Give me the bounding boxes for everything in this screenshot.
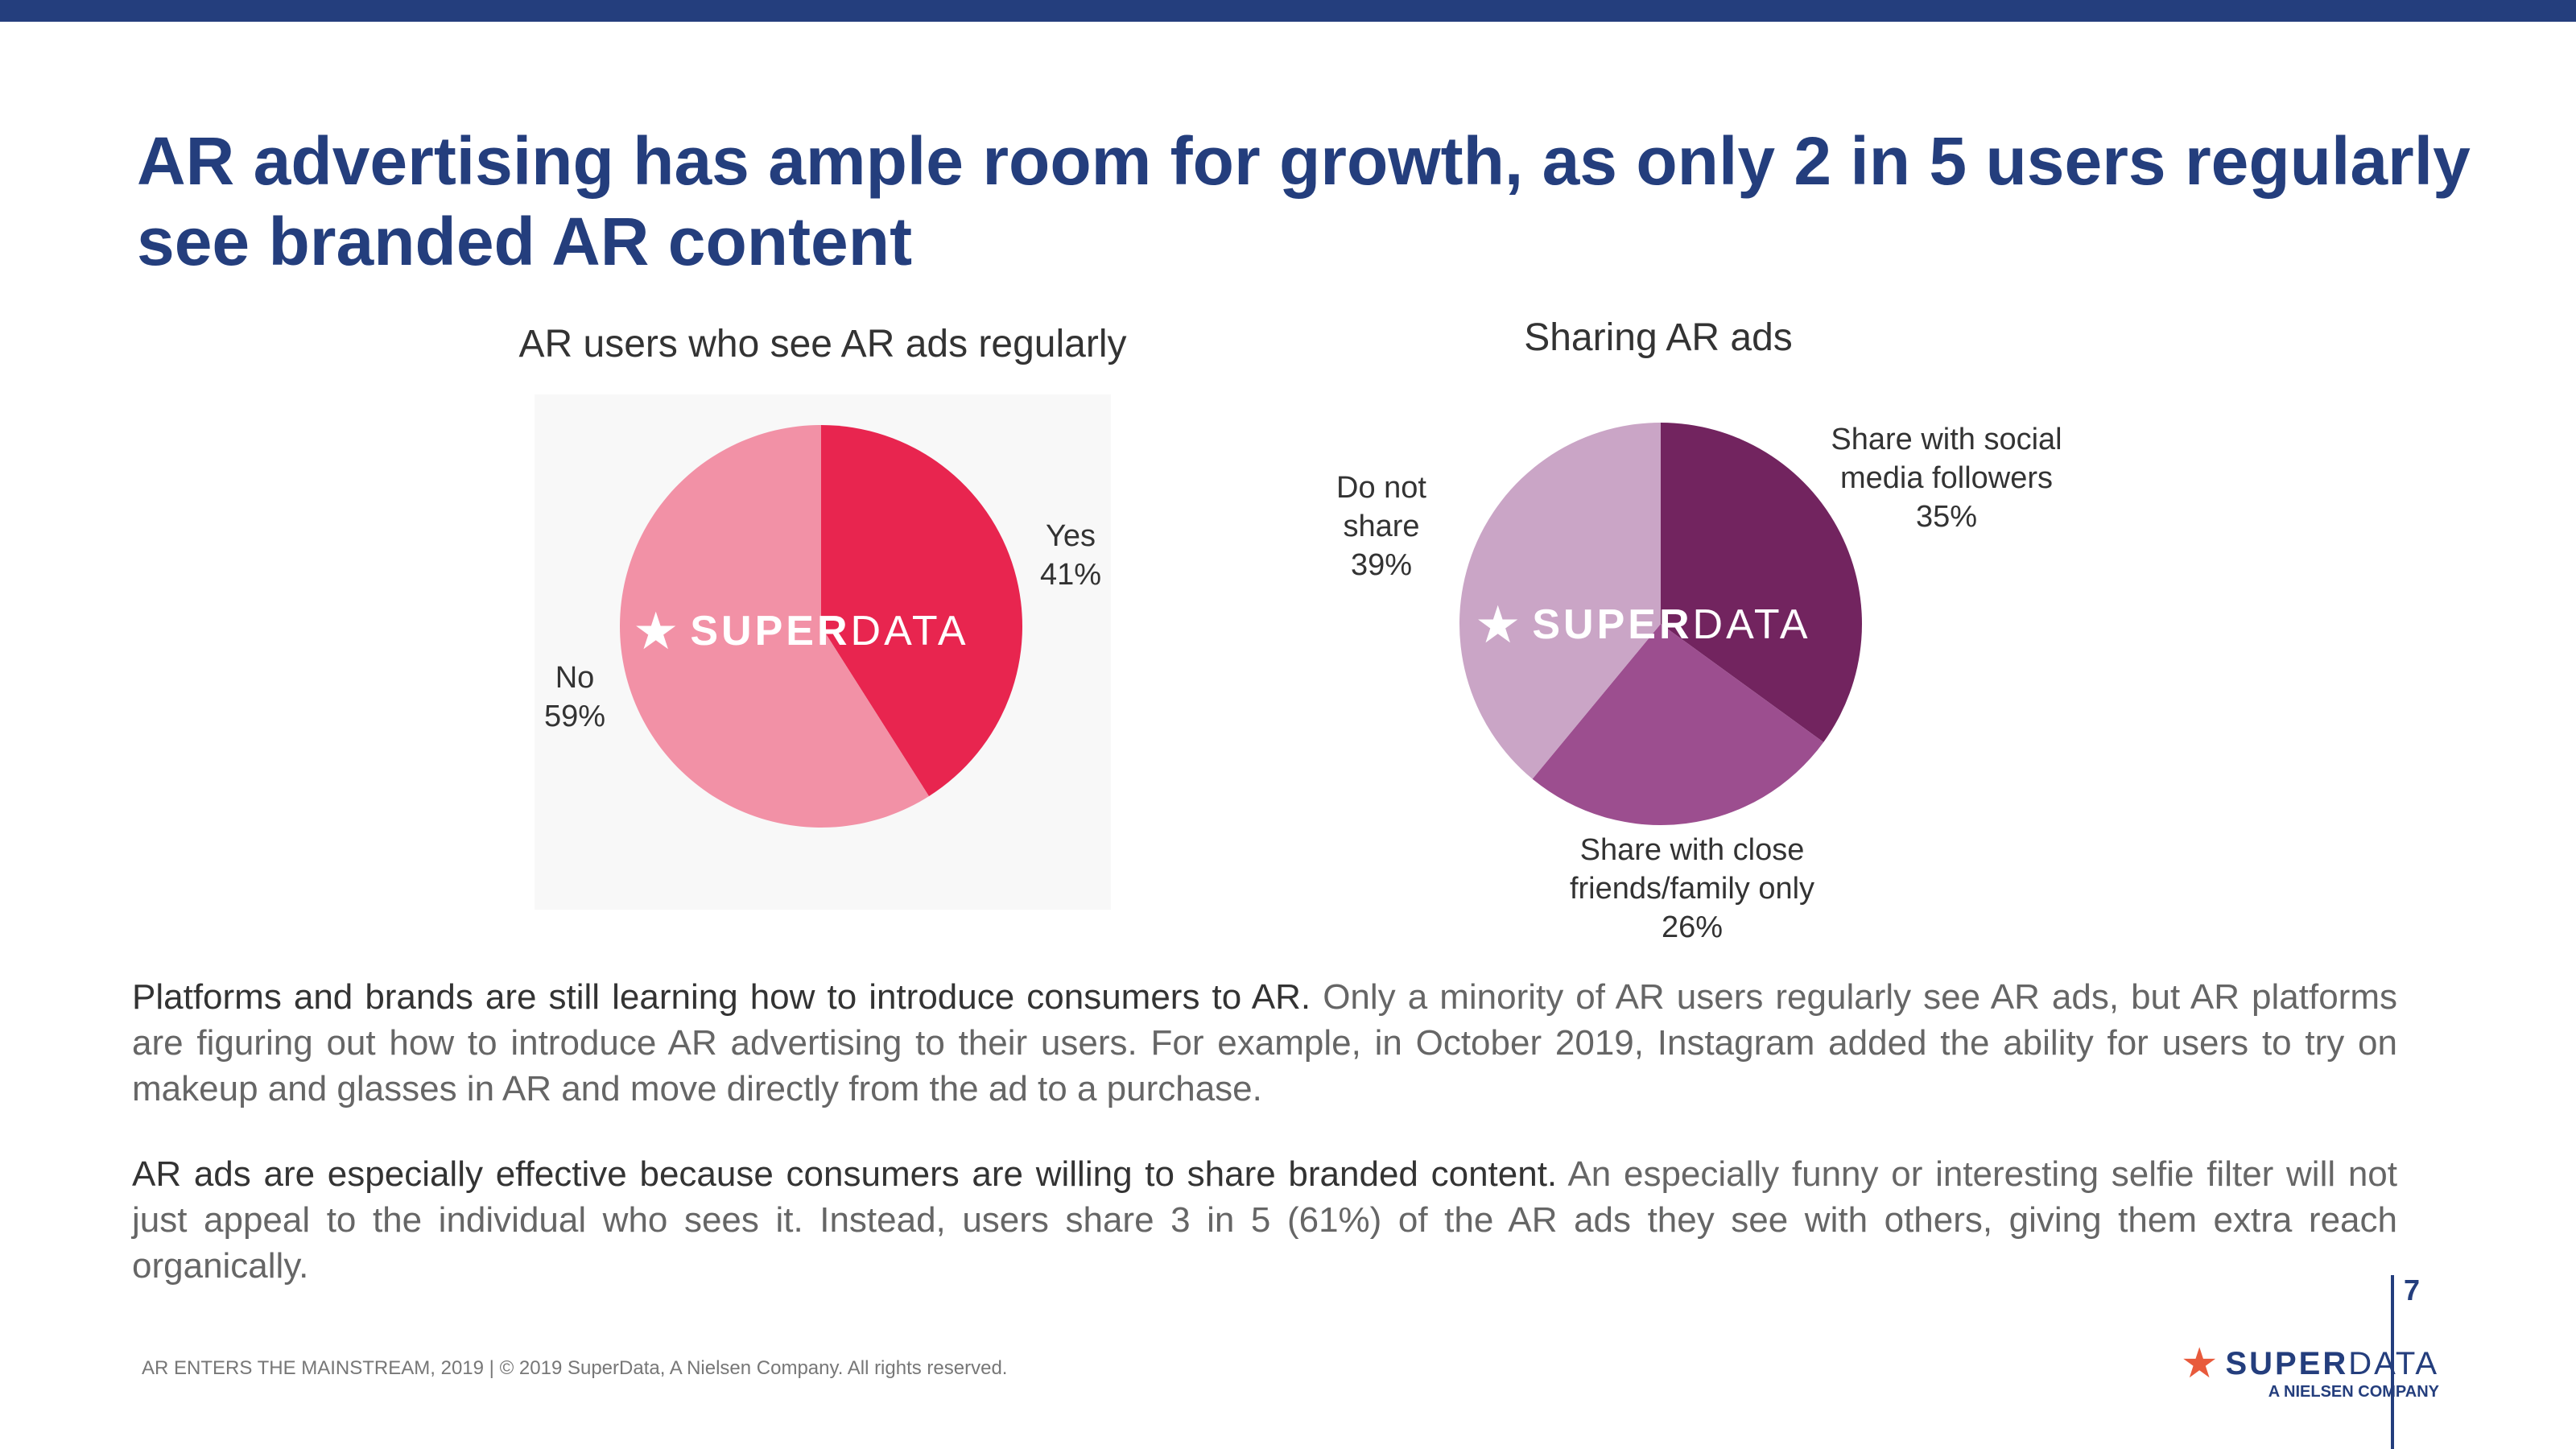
- label-value: 41%: [1039, 558, 1102, 592]
- chart2-watermark: ★ SUPERDATA: [1475, 599, 1811, 650]
- pie-slice-2-2: [1532, 624, 1824, 826]
- chart2-label-friends: Share with close friends/family only 26%: [1531, 831, 1853, 947]
- label-line: friends/family only: [1569, 872, 1815, 906]
- star-icon: ★: [2180, 1340, 2221, 1387]
- footer-copyright: AR ENTERS THE MAINSTREAM, 2019 | © 2019 …: [142, 1357, 1008, 1379]
- top-accent-bar: [0, 0, 2576, 22]
- paragraph-text: An especially funny or interesting selfi…: [132, 1154, 2398, 1286]
- chart1-label-no: No 59%: [510, 658, 639, 736]
- chart2-title: Sharing AR ads: [1524, 316, 1793, 359]
- pie-slice-2-1: [1661, 423, 1862, 742]
- label-value: 26%: [1661, 910, 1724, 944]
- logo-subtitle: A NIELSEN COMPANY: [2268, 1383, 2439, 1401]
- pie-slice-2-3: [1459, 423, 1661, 779]
- label-value: 35%: [1915, 500, 1978, 534]
- watermark-word-light: DATA: [850, 608, 969, 654]
- label-line: media followers: [1840, 461, 2053, 495]
- footer-divider: [2391, 1275, 2394, 1449]
- chart1-title: AR users who see AR ads regularly: [518, 323, 1127, 365]
- label-value: 59%: [543, 700, 606, 733]
- logo-word-light: DATA: [2348, 1345, 2439, 1381]
- label-name: No: [555, 661, 595, 695]
- page-number: 7: [2404, 1274, 2421, 1307]
- label-line: Share with social: [1831, 423, 2062, 456]
- paragraph-lead: AR ads are especially effective because …: [132, 1154, 1558, 1194]
- label-line: Do not: [1336, 471, 1426, 505]
- star-icon: ★: [1475, 596, 1525, 654]
- watermark-word-light: DATA: [1692, 601, 1811, 648]
- body-paragraph-2: AR ads are especially effective because …: [132, 1151, 2397, 1289]
- page-title: AR advertising has ample room for growth…: [137, 123, 2471, 279]
- label-line: share: [1343, 510, 1420, 543]
- paragraph-text: Only a minority of AR users regularly se…: [132, 977, 2397, 1108]
- paragraph-lead: Platforms and brands are still learning …: [132, 977, 1311, 1017]
- logo-word-bold: SUPER: [2225, 1345, 2349, 1381]
- chart1-label-yes: Yes 41%: [1006, 517, 1135, 594]
- watermark-word-bold: SUPER: [1532, 601, 1693, 648]
- label-line: Share with close: [1579, 833, 1805, 867]
- chart2-label-none: Do not share 39%: [1285, 469, 1478, 584]
- pie-slice-1-1: [821, 425, 1023, 797]
- star-icon: ★: [633, 602, 683, 660]
- chart2-label-social: Share with social media followers 35%: [1785, 420, 2107, 536]
- body-paragraph-1: Platforms and brands are still learning …: [132, 974, 2397, 1112]
- label-value: 39%: [1350, 548, 1413, 582]
- label-name: Yes: [1046, 519, 1096, 553]
- watermark-word-bold: SUPER: [690, 608, 851, 654]
- superdata-logo: ★ SUPER DATA A NIELSEN COMPANY: [2174, 1340, 2439, 1404]
- pie-slice-1-2: [620, 425, 929, 828]
- chart1-watermark: ★ SUPERDATA: [633, 605, 969, 657]
